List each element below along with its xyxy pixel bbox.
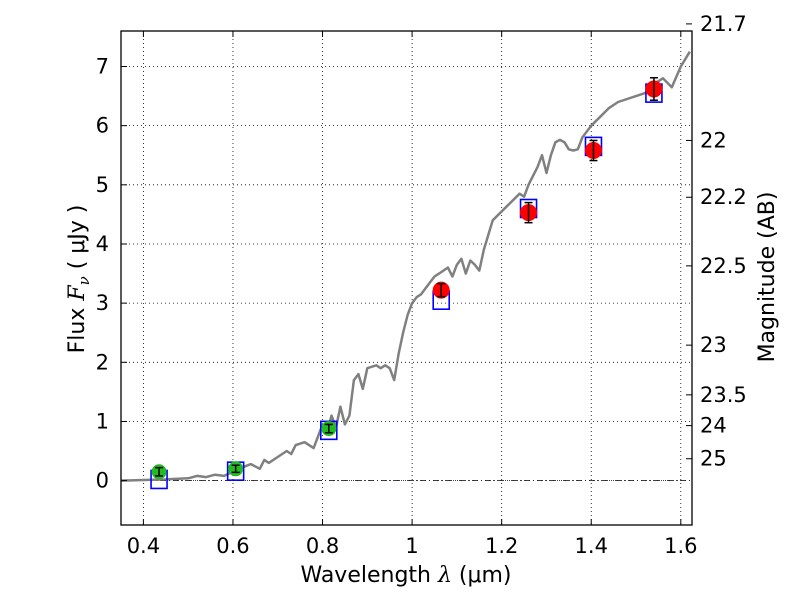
- y2-tick-label: 22.5: [700, 254, 747, 278]
- x-tick-label: 0.6: [216, 534, 249, 558]
- y2-tick-label: 22: [700, 128, 727, 152]
- x-axis-label: Wavelength λ (μm): [300, 563, 511, 588]
- x-tick-label: 0.4: [127, 534, 160, 558]
- x-tick-label: 0.8: [306, 534, 339, 558]
- y2-tick-label: 23.5: [700, 383, 747, 407]
- y-axis-label-subscript: ν: [75, 276, 93, 285]
- y-tick-label: 4: [96, 232, 109, 256]
- y-tick-label: 3: [96, 291, 109, 315]
- y2-tick-label: 23: [700, 333, 727, 357]
- y-tick-label: 1: [96, 409, 109, 433]
- x-tick-label: 1: [405, 534, 418, 558]
- x-axis-label-unit: (μm): [452, 563, 512, 588]
- model-spectrum-line: [120, 51, 691, 482]
- y2-tick-label: 21.7: [700, 12, 747, 36]
- x-tick-label: 1.4: [575, 534, 608, 558]
- x-axis-label-prefix: Wavelength: [300, 563, 438, 588]
- x-tick-label: 1.6: [664, 534, 697, 558]
- y-axis-label-prefix: Flux: [65, 301, 90, 354]
- y-tick-label: 2: [96, 350, 109, 374]
- y-axis-label: Flux Fν ( μJy ): [65, 205, 93, 354]
- y2-tick-label: 22.2: [700, 185, 747, 209]
- y-tick-label: 6: [96, 114, 109, 138]
- x-axis-label-symbol: λ: [437, 563, 452, 588]
- y-axis-label-unit: ( μJy ): [65, 205, 90, 277]
- y-tick-label: 7: [96, 54, 109, 78]
- y2-axis-label: Magnitude (AB): [755, 192, 780, 363]
- y-tick-label: 0: [96, 469, 109, 493]
- y2-tick-label: 25: [700, 447, 727, 471]
- y2-tick-label: 24: [700, 414, 727, 438]
- y-tick-label: 5: [96, 173, 109, 197]
- plot-frame: [120, 30, 693, 526]
- y-axis-label-symbol: F: [65, 285, 90, 302]
- data-markers: [150, 76, 663, 490]
- axis-ticks: 0.4 0.6 0.8 1 1.2 1.4 1.60123456721.72222.222.…: [96, 12, 747, 558]
- x-tick-label: 1.2: [485, 534, 518, 558]
